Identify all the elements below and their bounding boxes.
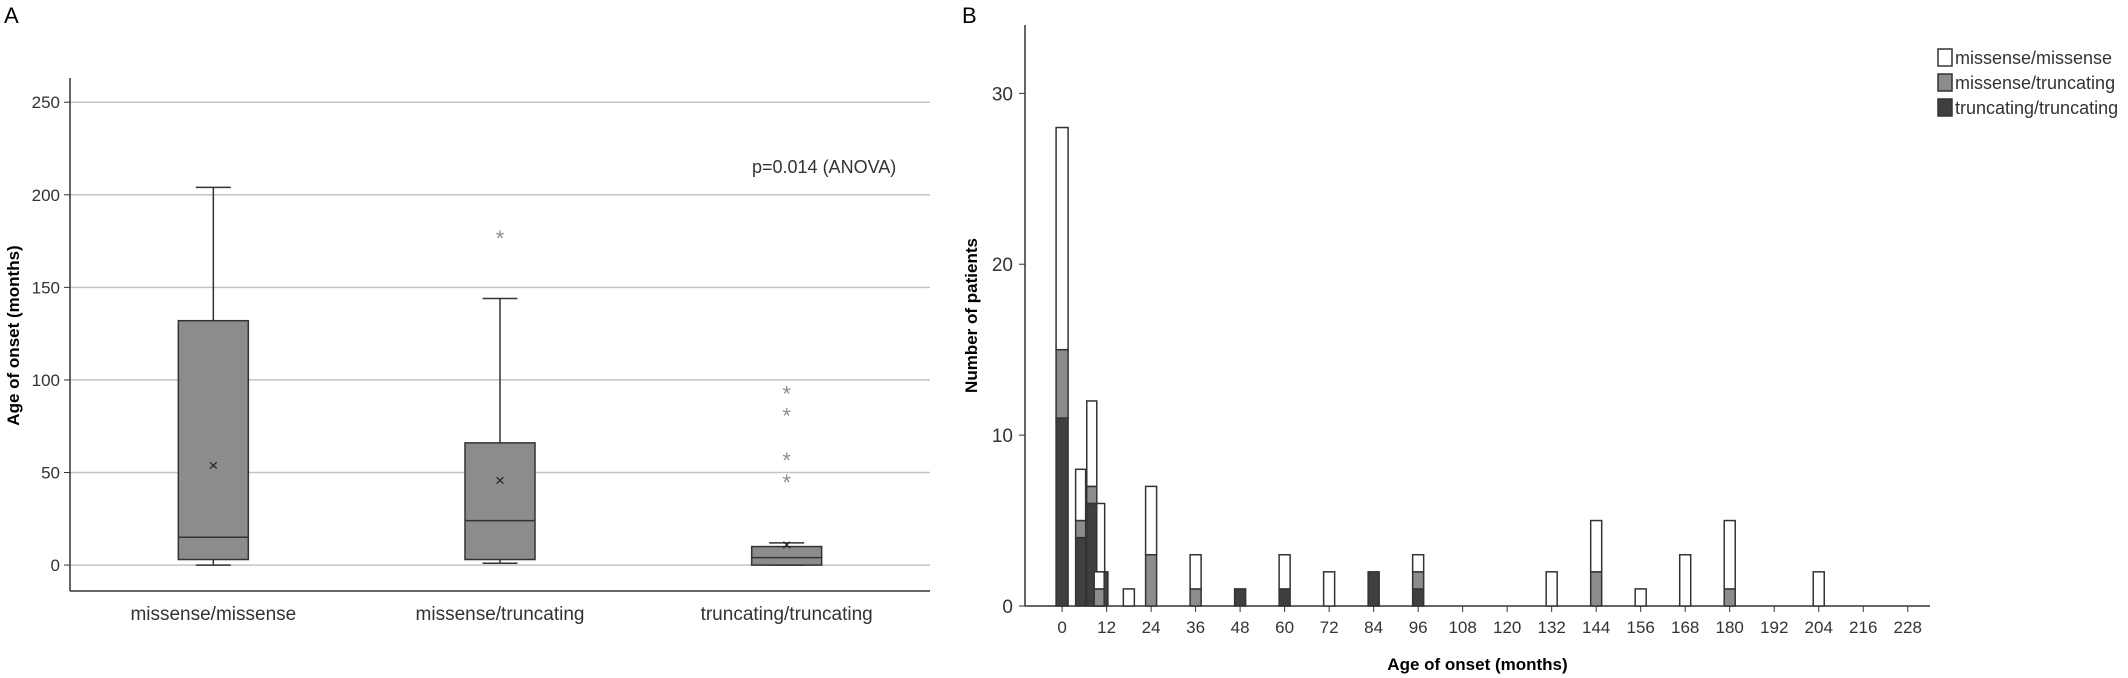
box-plot-panel: 0 50 100 150 200 250 Age of onset (months) p=0.… bbox=[4, 78, 930, 625]
y-tick-label: 0 bbox=[1002, 597, 1013, 618]
legend-swatch bbox=[1937, 73, 1953, 92]
bar-segment bbox=[1144, 485, 1158, 556]
legend-label: truncating/truncating bbox=[1955, 98, 2118, 118]
legend-label: missense/missense bbox=[1955, 48, 2112, 68]
legend-label: missense/truncating bbox=[1955, 73, 2115, 93]
bar-segment bbox=[1678, 553, 1692, 607]
bar-segment bbox=[1086, 485, 1098, 505]
bar-segment bbox=[1812, 571, 1825, 607]
panel-b-letter: B bbox=[962, 3, 977, 28]
bar-segment bbox=[1589, 519, 1603, 573]
x-tick-label: 72 bbox=[1320, 618, 1339, 637]
bar-segment bbox=[1723, 588, 1736, 607]
panel-a-letter: A bbox=[4, 3, 19, 28]
legend-swatch bbox=[1937, 98, 1953, 117]
bar-segment bbox=[1589, 571, 1603, 607]
bar-segment bbox=[1086, 400, 1098, 488]
bar-segment bbox=[1278, 588, 1291, 607]
bar-segment bbox=[1055, 126, 1069, 351]
y-tick-label: 100 bbox=[32, 371, 60, 390]
y-tick-label: 10 bbox=[992, 426, 1013, 447]
x-tick-label: 144 bbox=[1582, 618, 1610, 637]
bar-segment bbox=[1411, 553, 1425, 573]
x-tick-label: 84 bbox=[1364, 618, 1383, 637]
x-tick-label: 60 bbox=[1275, 618, 1294, 637]
x-axis-title: Age of onset (months) bbox=[1387, 655, 1567, 674]
outlier-marker: * bbox=[782, 404, 791, 429]
x-tick-label: 180 bbox=[1716, 618, 1744, 637]
bar-segment bbox=[1322, 571, 1336, 607]
x-tick-label: 24 bbox=[1142, 618, 1161, 637]
bar-segment bbox=[1545, 571, 1558, 607]
bar-segment bbox=[1189, 588, 1202, 607]
x-tick-label: 192 bbox=[1760, 618, 1788, 637]
y-tick-label: 50 bbox=[41, 464, 60, 483]
x-tick-label: 228 bbox=[1894, 618, 1922, 637]
bar-segment bbox=[1074, 536, 1087, 607]
x-tick-label: 156 bbox=[1627, 618, 1655, 637]
outlier-marker: * bbox=[782, 448, 791, 473]
box bbox=[750, 545, 823, 566]
y-axis-title: Number of patients bbox=[962, 238, 981, 393]
mean-marker: × bbox=[495, 471, 505, 490]
x-category-label: missense/truncating bbox=[416, 604, 585, 625]
bar-segment bbox=[1189, 553, 1202, 590]
bar-segment bbox=[1074, 519, 1087, 539]
bar-segment bbox=[1367, 571, 1380, 607]
bar-segment bbox=[1411, 571, 1425, 590]
x-tick-label: 120 bbox=[1493, 618, 1521, 637]
bar-segment bbox=[1723, 519, 1736, 590]
bar-segment bbox=[1634, 588, 1647, 607]
bar-segment bbox=[1055, 417, 1069, 607]
x-tick-label: 0 bbox=[1057, 618, 1066, 637]
y-tick-label: 30 bbox=[992, 84, 1013, 105]
x-tick-label: 36 bbox=[1186, 618, 1205, 637]
x-category-label: missense/missense bbox=[130, 604, 296, 625]
x-tick-label: 216 bbox=[1849, 618, 1877, 637]
mean-marker: × bbox=[782, 536, 792, 555]
bar-segment bbox=[1122, 588, 1136, 607]
x-tick-label: 132 bbox=[1537, 618, 1565, 637]
outlier-marker: * bbox=[496, 226, 505, 251]
x-tick-label: 204 bbox=[1805, 618, 1833, 637]
box bbox=[177, 319, 250, 561]
bar-segment bbox=[1093, 571, 1105, 590]
y-tick-label: 250 bbox=[32, 93, 60, 112]
y-tick-label: 0 bbox=[51, 556, 60, 575]
x-tick-label: 48 bbox=[1231, 618, 1250, 637]
legend-swatch bbox=[1937, 48, 1953, 67]
histogram-panel: 0 10 20 30 0 12 24 36 48 60 72 84 96 108 120 132 144 156 1… bbox=[962, 25, 2118, 674]
bar-segment bbox=[1411, 588, 1425, 607]
bar-segment bbox=[1074, 468, 1087, 522]
bar-segment bbox=[1278, 553, 1291, 590]
outlier-marker: * bbox=[782, 381, 791, 406]
bar-segment bbox=[1233, 588, 1247, 607]
mean-marker: × bbox=[208, 456, 218, 475]
box bbox=[464, 442, 536, 561]
bar-segment bbox=[1093, 588, 1105, 607]
y-tick-label: 20 bbox=[992, 255, 1013, 276]
anova-annotation: p=0.014 (ANOVA) bbox=[752, 157, 896, 177]
bar-segment bbox=[1055, 348, 1069, 419]
outlier-marker: * bbox=[782, 470, 791, 495]
y-tick-label: 150 bbox=[32, 278, 60, 297]
x-tick-label: 96 bbox=[1409, 618, 1428, 637]
x-tick-label: 12 bbox=[1097, 618, 1116, 637]
y-tick-label: 200 bbox=[32, 186, 60, 205]
bar-segment bbox=[1144, 553, 1158, 607]
x-tick-label: 108 bbox=[1448, 618, 1476, 637]
x-category-label: truncating/truncating bbox=[701, 604, 873, 625]
y-axis-title: Age of onset (months) bbox=[4, 245, 23, 425]
x-tick-label: 168 bbox=[1671, 618, 1699, 637]
